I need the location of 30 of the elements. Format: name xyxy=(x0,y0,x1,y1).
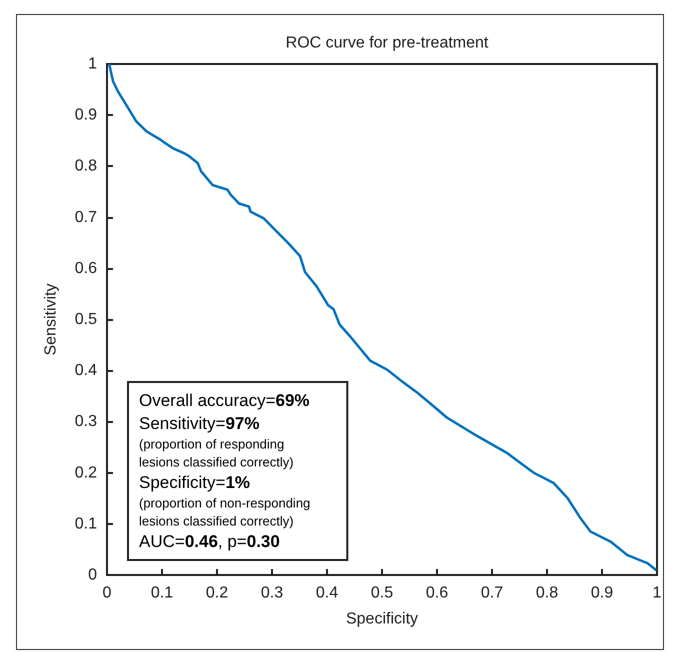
x-tick-label: 0.8 xyxy=(536,584,558,602)
x-tick-label: 1 xyxy=(652,584,662,602)
x-tick-label: 0.4 xyxy=(316,584,338,602)
x-tick-label: 0.9 xyxy=(590,584,614,602)
y-tick-label: 0.9 xyxy=(74,106,98,124)
x-tick-label: 0.1 xyxy=(150,584,174,602)
x-tick-label: 0.6 xyxy=(426,584,448,602)
y-tick-label: 0.4 xyxy=(74,362,98,380)
x-tick-label: 0 xyxy=(102,584,112,602)
x-tick-label: 0.5 xyxy=(370,584,394,602)
x-tick-label: 0.3 xyxy=(260,584,284,602)
x-tick-label: 0.2 xyxy=(206,584,228,602)
y-tick-label: 0.2 xyxy=(74,464,98,482)
x-axis-title: Specificity xyxy=(346,610,418,628)
y-tick-label: 0.8 xyxy=(74,158,98,175)
annotation: Sensitivity=97% (proportion of responding lesions classified correctly) xyxy=(139,414,294,470)
y-tick-label: 1 xyxy=(88,56,98,72)
y-tick-label: 0.5 xyxy=(74,311,98,328)
annotation: Specificity=1% (proportion of non-responding lesions classified correctly) xyxy=(139,473,310,528)
line-series xyxy=(108,62,658,572)
y-tick-label: 0 xyxy=(88,566,98,584)
chart-title: ROC curve for pre-treatment xyxy=(286,34,489,52)
y-tick-label: 0.7 xyxy=(74,208,98,226)
y-tick-label: 0.3 xyxy=(74,413,98,430)
x-tick-label: 0.7 xyxy=(480,584,504,602)
y-tick-label: 0.6 xyxy=(74,260,98,277)
annotation: Overall accuracy=69% xyxy=(139,391,310,410)
y-tick-label: 0.1 xyxy=(74,515,98,532)
annotation: AUC=0.46, p=0.30 xyxy=(139,532,280,551)
y-axis-title: Sensitivity xyxy=(42,283,60,356)
